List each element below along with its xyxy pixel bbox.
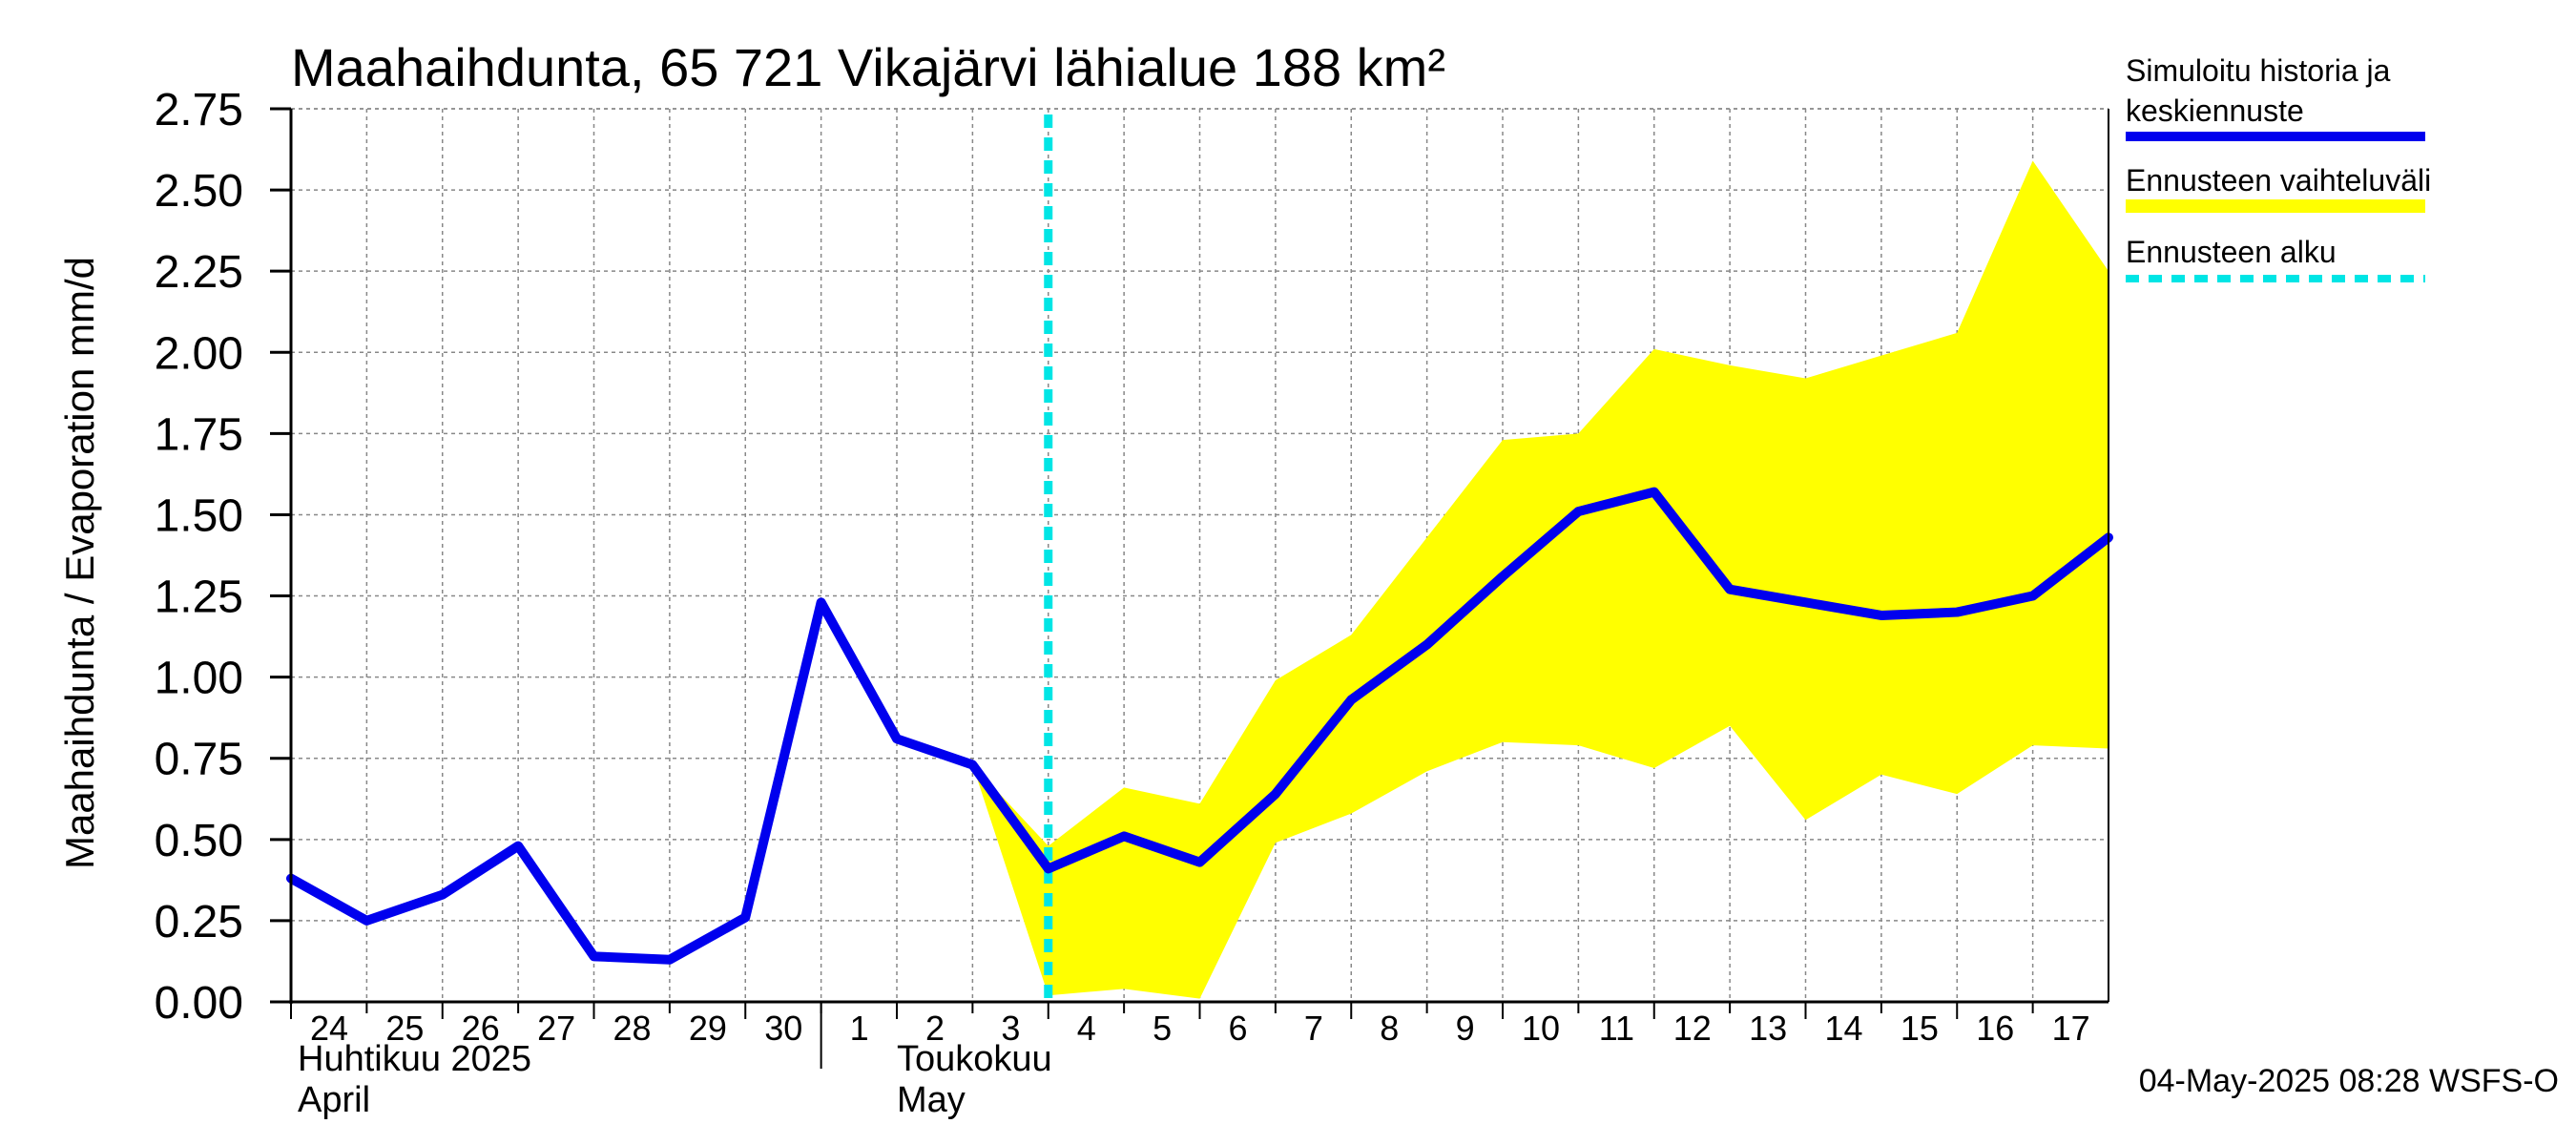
legend-history-label-line2: keskiennuste: [2126, 94, 2304, 128]
legend-start-label: Ennusteen alku: [2126, 235, 2337, 269]
x-tick-label: 24: [310, 1009, 348, 1048]
month-label-april-fi: Huhtikuu 2025: [298, 1039, 531, 1079]
x-tick-label: 10: [1522, 1009, 1560, 1048]
y-tick-label: 0.75: [155, 735, 243, 785]
x-tick-label: 25: [385, 1009, 424, 1048]
legend-history-label-line1: Simuloitu historia ja: [2126, 53, 2391, 88]
y-tick-label: 1.50: [155, 490, 243, 541]
legend-range-label: Ennusteen vaihteluväli: [2126, 163, 2431, 198]
x-tick-label: 5: [1153, 1009, 1172, 1048]
y-tick-label: 2.00: [155, 328, 243, 379]
y-tick-label: 2.75: [155, 85, 243, 135]
forecast-range-band: [972, 160, 2109, 999]
x-tick-label: 11: [1599, 1009, 1634, 1048]
x-tick-label: 29: [689, 1009, 727, 1048]
y-tick-label: 0.25: [155, 897, 243, 947]
x-tick-label: 1: [850, 1009, 869, 1048]
timestamp-footer: 04-May-2025 08:28 WSFS-O: [2139, 1063, 2559, 1099]
x-tick-label: 8: [1380, 1009, 1399, 1048]
x-tick-label: 27: [537, 1009, 575, 1048]
chart-title: Maahaihdunta, 65 721 Vikajärvi lähialue …: [291, 37, 1445, 97]
x-tick-label: 6: [1228, 1009, 1247, 1048]
legend: Simuloitu historia ja keskiennuste Ennus…: [2126, 53, 2431, 282]
x-tick-label: 4: [1077, 1009, 1096, 1048]
month-label-april-en: April: [298, 1080, 370, 1120]
x-tick-label: 9: [1456, 1009, 1475, 1048]
x-tick-label: 16: [1976, 1009, 2014, 1048]
month-label-may-en: May: [897, 1080, 966, 1120]
y-axis-label: Maahaihdunta / Evaporation mm/d: [57, 257, 102, 869]
month-label-may-fi: Toukokuu: [897, 1039, 1052, 1079]
x-tick-label: 30: [764, 1009, 802, 1048]
y-tick-label: 1.75: [155, 409, 243, 460]
x-tick-label: 13: [1749, 1009, 1787, 1048]
y-tick-label: 2.25: [155, 247, 243, 298]
x-tick-label: 2: [925, 1009, 945, 1048]
x-tick-label: 28: [613, 1009, 651, 1048]
x-tick-label: 7: [1304, 1009, 1323, 1048]
y-tick-label: 1.00: [155, 654, 243, 704]
y-tick-label: 1.25: [155, 572, 243, 623]
x-tick-label: 15: [1901, 1009, 1939, 1048]
x-tick-label: 26: [462, 1009, 500, 1048]
x-tick-label: 17: [2052, 1009, 2090, 1048]
x-tick-label: 14: [1824, 1009, 1862, 1048]
forecast-range-area: [972, 160, 2109, 999]
y-tick-label: 2.50: [155, 166, 243, 217]
x-tick-label: 12: [1673, 1009, 1712, 1048]
y-tick-labels: 0.00 0.25 0.50 0.75 1.00 1.25 1.50 1.75 2.00 2.25…: [155, 85, 243, 1029]
y-tick-label: 0.00: [155, 978, 243, 1029]
axes: [270, 107, 2109, 1069]
y-tick-label: 0.50: [155, 816, 243, 866]
x-tick-labels: 24 25 26 27 28 29 30 1 2 3 4 5 6 7 8 9 10 11 12 13 14 15 16 17: [310, 1009, 2090, 1048]
x-tick-label: 3: [1001, 1009, 1020, 1048]
